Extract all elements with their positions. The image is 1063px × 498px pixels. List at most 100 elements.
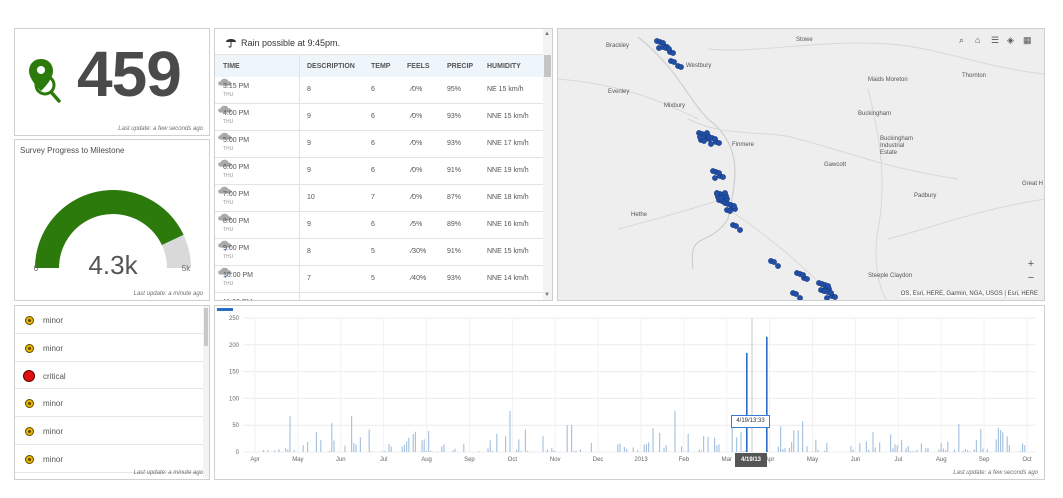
chart-bar[interactable] <box>333 440 335 452</box>
list-scrollbar[interactable] <box>203 306 209 478</box>
chart-bar[interactable] <box>1008 445 1010 452</box>
chart-bar[interactable] <box>307 442 309 452</box>
chart-bar[interactable] <box>784 448 786 452</box>
chart-bar[interactable] <box>436 451 438 452</box>
chart-bar[interactable] <box>901 439 903 452</box>
map-point[interactable] <box>720 174 726 180</box>
chart-bar[interactable] <box>478 451 480 452</box>
map-point[interactable] <box>771 259 777 265</box>
chart-bar[interactable] <box>579 449 581 452</box>
chart-bar[interactable] <box>1024 445 1026 452</box>
chart-bar[interactable] <box>742 451 744 452</box>
chart-bar[interactable] <box>736 437 738 452</box>
chart-bar[interactable] <box>509 410 511 452</box>
chart-bar[interactable] <box>674 410 676 452</box>
chart-bar[interactable] <box>874 447 876 452</box>
list-item[interactable]: minor <box>15 445 209 473</box>
map-point[interactable] <box>825 283 831 289</box>
list-item[interactable]: minor <box>15 306 209 334</box>
chart-bar[interactable] <box>278 449 280 452</box>
chart-bar[interactable] <box>619 443 621 452</box>
chart-bar-highlight[interactable] <box>766 336 768 452</box>
map-point[interactable] <box>697 134 703 140</box>
chart-bar[interactable] <box>945 450 947 452</box>
chart-bar[interactable] <box>806 446 808 452</box>
chart-bar[interactable] <box>590 442 592 452</box>
chart-bar[interactable] <box>958 423 960 452</box>
chart-bar[interactable] <box>973 449 975 452</box>
chart-bar[interactable] <box>782 449 784 452</box>
map-point[interactable] <box>714 191 720 197</box>
chart-bar[interactable] <box>681 446 683 452</box>
chart-bar[interactable] <box>997 427 999 452</box>
chart-bar[interactable] <box>441 446 443 452</box>
chart-bar[interactable] <box>430 450 432 452</box>
list-item[interactable]: critical <box>15 362 209 390</box>
chart-bar[interactable] <box>905 448 907 452</box>
chart-bar[interactable] <box>344 445 346 452</box>
chart-bar[interactable] <box>1000 430 1002 452</box>
chart-bar[interactable] <box>879 442 881 452</box>
chart-bar[interactable] <box>267 449 269 452</box>
chart-bar[interactable] <box>368 429 370 452</box>
chart-bar[interactable] <box>793 430 795 452</box>
map-point[interactable] <box>666 46 672 52</box>
chart-bar[interactable] <box>791 442 793 452</box>
chart-bar[interactable] <box>320 440 322 452</box>
map-point[interactable] <box>828 290 834 296</box>
chart-bar[interactable] <box>443 444 445 452</box>
chart-bar[interactable] <box>986 449 988 452</box>
chart-bar[interactable] <box>940 443 942 452</box>
chart-bar[interactable] <box>916 449 918 452</box>
chart-bar[interactable] <box>331 423 333 452</box>
chart-bar[interactable] <box>355 444 357 452</box>
chart-bar[interactable] <box>553 450 555 452</box>
chart-bar[interactable] <box>575 450 577 452</box>
chart-bar[interactable] <box>491 450 493 452</box>
chart-scrollbar-handle[interactable] <box>217 308 233 311</box>
map-point[interactable] <box>718 195 724 201</box>
chart-bar[interactable] <box>351 415 353 452</box>
chart-bar[interactable] <box>353 443 355 452</box>
chart-bar[interactable] <box>401 446 403 452</box>
chart-bar[interactable] <box>505 436 507 452</box>
chart-bar[interactable] <box>428 431 430 452</box>
map-point[interactable] <box>678 64 684 70</box>
chart-bar[interactable] <box>731 427 733 452</box>
chart-bar[interactable] <box>412 434 414 452</box>
home-icon[interactable]: ⌂ <box>975 35 981 45</box>
chart-bar[interactable] <box>524 429 526 452</box>
map-point[interactable] <box>731 203 737 209</box>
zoom-out-button[interactable]: − <box>1027 272 1035 284</box>
chart-bar[interactable] <box>700 450 702 452</box>
chart-bar[interactable] <box>573 451 575 452</box>
map-point[interactable] <box>832 294 838 300</box>
map-basemap[interactable] <box>558 29 1045 301</box>
chart-bar[interactable] <box>718 444 720 452</box>
chart-bar[interactable] <box>995 439 997 452</box>
chart-bar[interactable] <box>452 450 454 452</box>
chart-bar[interactable] <box>423 439 425 452</box>
chart-bar[interactable] <box>293 450 295 452</box>
map-point[interactable] <box>775 263 781 269</box>
zoom-in-button[interactable]: + <box>1027 258 1035 270</box>
map-point[interactable] <box>670 50 676 56</box>
chart-bar[interactable] <box>777 446 779 452</box>
chart-bar[interactable] <box>927 447 929 452</box>
map-point[interactable] <box>733 223 739 229</box>
map-point[interactable] <box>727 208 733 214</box>
chart-bar[interactable] <box>527 450 529 452</box>
serial-chart-panel[interactable]: 0 50 100 150 200 250 Apr May Jun Jul Aug Sep Oct Nov D… <box>214 305 1045 480</box>
map-point[interactable] <box>708 141 714 147</box>
map-point[interactable] <box>671 59 677 65</box>
chart-bar[interactable] <box>859 443 861 452</box>
chart-bar[interactable] <box>890 434 892 452</box>
chart-bar[interactable] <box>703 436 705 452</box>
chart-bar[interactable] <box>852 449 854 452</box>
chart-bar[interactable] <box>850 445 852 452</box>
map-point[interactable] <box>716 170 722 176</box>
chart-bar[interactable] <box>648 442 650 452</box>
chart-bar[interactable] <box>925 448 927 452</box>
map-point[interactable] <box>800 272 806 278</box>
chart-bar[interactable] <box>964 448 966 452</box>
